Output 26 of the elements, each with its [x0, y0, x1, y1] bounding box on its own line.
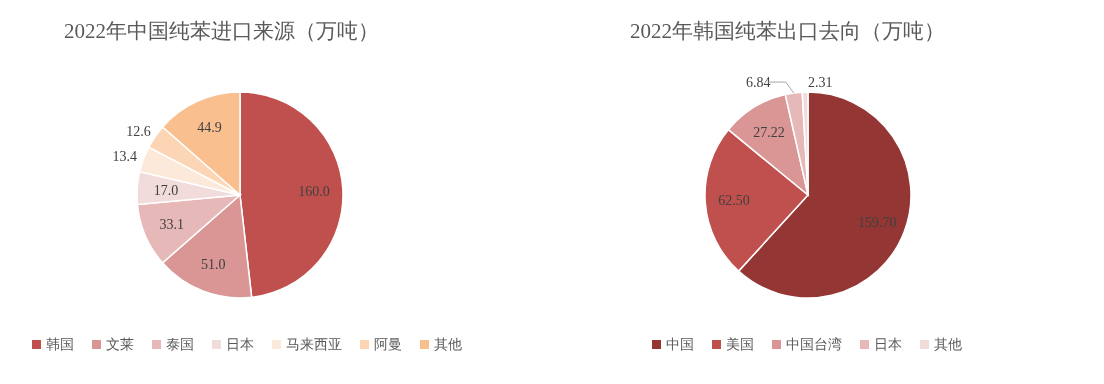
legend-label: 日本 [226, 337, 254, 352]
legend-label: 美国 [726, 337, 754, 352]
data-label: 44.9 [197, 120, 222, 136]
legend-label: 文莱 [106, 337, 134, 352]
data-label: 33.1 [159, 217, 185, 233]
legend-label: 日本 [874, 337, 902, 352]
data-label: 2.31 [808, 75, 833, 91]
data-label: 13.4 [112, 148, 137, 164]
data-label: 12.6 [126, 124, 151, 140]
legend-label: 泰国 [166, 337, 194, 352]
legend-label: 其他 [934, 337, 962, 352]
data-label: 159.70 [857, 214, 897, 230]
data-label: 27.22 [753, 124, 785, 140]
legend-label: 其他 [434, 337, 462, 352]
chart-title: 2022年韩国纯苯出口去向（万吨） [630, 19, 945, 43]
legend-label: 马来西亚 [286, 337, 342, 352]
data-label: 51.0 [201, 257, 226, 273]
data-label: 17.0 [153, 182, 179, 198]
legend-label: 韩国 [46, 337, 74, 352]
legend-label: 中国台湾 [786, 337, 842, 352]
data-label: 6.84 [746, 75, 771, 91]
data-label: 160.0 [298, 183, 330, 199]
legend-label: 阿曼 [374, 337, 402, 352]
legend-label: 中国 [666, 337, 694, 352]
data-label: 62.50 [718, 193, 750, 209]
chart-title: 2022年中国纯苯进口来源（万吨） [64, 19, 379, 43]
